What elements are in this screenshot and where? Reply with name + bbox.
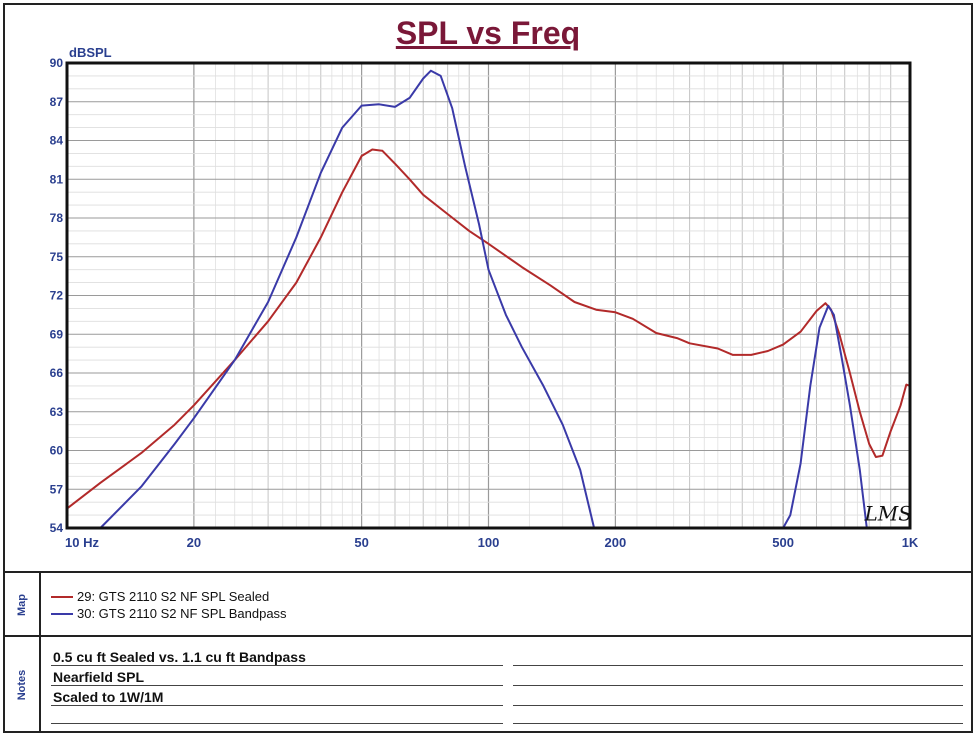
note-rule [513,723,963,724]
y-tick-label: 72 [50,289,64,303]
map-label: Map [16,594,28,616]
note-rule [513,665,963,666]
y-axis-label: dBSPL [69,45,112,60]
legend-label-sealed: 29: GTS 2110 S2 NF SPL Sealed [77,589,270,604]
y-tick-label: 81 [50,172,64,186]
y-tick-label: 78 [50,211,64,225]
map-side-label: Map [5,573,41,637]
y-tick-label: 60 [50,444,64,458]
note-rule [51,685,503,686]
legend-item-bandpass: 30: GTS 2110 S2 NF SPL Bandpass [51,606,287,621]
note-line-2: Nearfield SPL [53,669,145,685]
y-tick-label: 75 [50,250,64,264]
series-line-sealed [66,148,911,510]
x-tick-label: 100 [478,535,500,550]
y-tick-label: 90 [50,56,64,70]
x-tick-label: 200 [605,535,627,550]
map-section: Map 29: GTS 2110 S2 NF SPL Sealed 30: GT… [5,571,971,637]
y-tick-label: 54 [50,521,64,535]
y-tick-label: 87 [50,95,64,109]
notes-section: Notes 0.5 cu ft Sealed vs. 1.1 cu ft Ban… [5,635,971,733]
note-rule [513,685,963,686]
y-tick-label: 69 [50,327,64,341]
note-line-3: Scaled to 1W/1M [53,689,164,705]
notes-label: Notes [16,669,28,701]
plot-border [65,61,912,530]
legend-swatch-bandpass [51,612,73,615]
grid-lines [67,62,910,529]
y-tick-label: 84 [50,134,64,148]
y-tick-label: 57 [50,482,64,496]
x-tick-label: 20 [187,535,201,550]
x-tick-label: 1K [902,535,919,550]
report-frame: SPL vs Freq dBSPL 90 87 84 81 78 75 72 69 66 63 60… [3,3,973,733]
x-tick-label: 10 Hz [65,535,99,550]
note-rule [51,723,503,724]
note-rule [51,665,503,666]
series-line-bandpass [99,69,910,529]
legend-item-sealed: 29: GTS 2110 S2 NF SPL Sealed [51,589,269,604]
note-rule [51,705,503,706]
notes-side-label: Notes [5,637,41,733]
lms-annotation: LMS [864,501,912,525]
x-tick-label: 500 [772,535,794,550]
legend-label-bandpass: 30: GTS 2110 S2 NF SPL Bandpass [77,606,287,621]
y-tick-label: 66 [50,366,64,380]
x-tick-label: 50 [354,535,368,550]
chart-title: SPL vs Freq [395,15,581,51]
legend-swatch-sealed [51,595,73,598]
y-tick-label: 63 [50,405,64,419]
chart-area: SPL vs Freq dBSPL 90 87 84 81 78 75 72 69 66 63 60… [5,5,971,571]
note-line-1: 0.5 cu ft Sealed vs. 1.1 cu ft Bandpass [53,649,306,665]
note-rule [513,705,963,706]
series-lines [66,69,911,529]
